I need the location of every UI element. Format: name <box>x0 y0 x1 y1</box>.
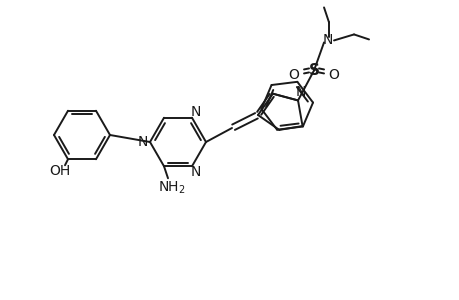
Text: S: S <box>308 63 319 78</box>
Text: N: N <box>322 33 332 47</box>
Text: N: N <box>190 165 200 179</box>
Text: NH$_2$: NH$_2$ <box>158 180 185 196</box>
Text: N: N <box>190 105 200 119</box>
Text: OH: OH <box>49 164 71 178</box>
Text: N: N <box>295 85 306 99</box>
Text: O: O <box>328 68 339 83</box>
Text: N: N <box>138 135 148 149</box>
Text: O: O <box>288 68 299 83</box>
